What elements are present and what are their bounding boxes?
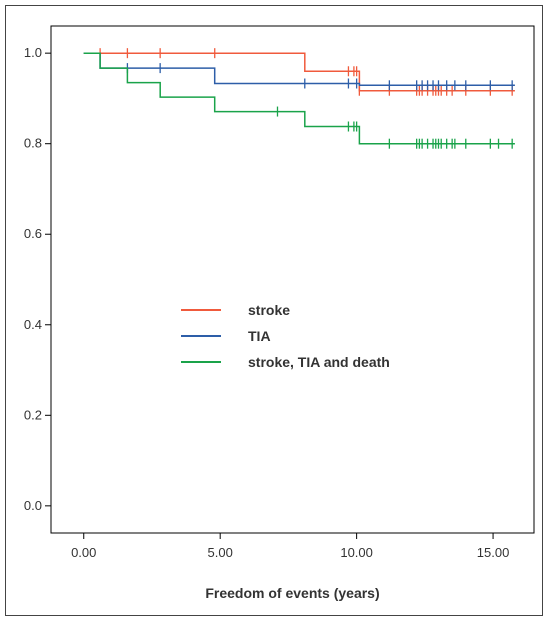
series-2 bbox=[83, 52, 515, 149]
x-axis: 0.00 5.00 10.00 15.00 bbox=[71, 533, 509, 560]
chart-frame: 0.0 0.2 0.4 0.6 0.8 1.0 0.00 5.00 10.00 15.00 st… bbox=[5, 5, 543, 616]
x-tick-label: 10.00 bbox=[340, 545, 373, 560]
y-tick-label: 0.6 bbox=[24, 226, 42, 241]
x-tick-label: 15.00 bbox=[477, 545, 510, 560]
series-line bbox=[83, 52, 515, 145]
km-survival-chart: 0.0 0.2 0.4 0.6 0.8 1.0 0.00 5.00 10.00 15.00 st… bbox=[24, 25, 535, 601]
y-axis: 0.0 0.2 0.4 0.6 0.8 1.0 bbox=[24, 45, 51, 513]
series-line bbox=[83, 52, 515, 92]
y-tick-label: 0.4 bbox=[24, 317, 42, 332]
series-1 bbox=[83, 52, 515, 91]
y-tick-label: 1.0 bbox=[24, 45, 42, 60]
legend: stroke TIA stroke, TIA and death bbox=[181, 302, 390, 370]
series-layer bbox=[83, 48, 515, 149]
legend-label: stroke bbox=[248, 302, 290, 318]
plot-area bbox=[50, 25, 535, 534]
y-tick-label: 0.2 bbox=[24, 407, 42, 422]
series-line bbox=[83, 52, 515, 87]
series-0 bbox=[83, 48, 515, 96]
x-tick-label: 5.00 bbox=[208, 545, 233, 560]
x-tick-label: 0.00 bbox=[71, 545, 96, 560]
legend-label: TIA bbox=[248, 328, 271, 344]
y-tick-label: 0.8 bbox=[24, 136, 42, 151]
legend-label: stroke, TIA and death bbox=[248, 354, 390, 370]
x-axis-title: Freedom of events (years) bbox=[205, 585, 379, 601]
y-tick-label: 0.0 bbox=[24, 498, 42, 513]
